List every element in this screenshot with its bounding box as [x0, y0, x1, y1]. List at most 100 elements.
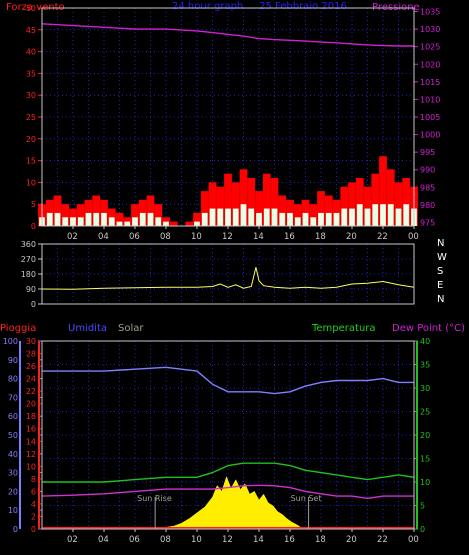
- wind-average-bar: [279, 212, 286, 226]
- wind-gust-bar: [185, 221, 194, 226]
- wind-axis-ytick-label: 30: [26, 91, 36, 100]
- wind-average-bar: [380, 204, 386, 226]
- compass-letter: N: [437, 238, 444, 249]
- panel3-xtick-label: 06: [129, 535, 140, 545]
- wind-gust-bar: [317, 191, 325, 226]
- panel3-xtick-label: 08: [160, 535, 171, 545]
- wind-gust-bar: [309, 204, 318, 226]
- wind-gust-bar: [340, 186, 349, 226]
- temperature-axis-ytick-label: 15: [420, 455, 430, 464]
- solar-label: Solar: [118, 323, 144, 334]
- wind-average-bar: [294, 217, 301, 226]
- humidity-axis-ytick-label: 90: [8, 356, 18, 365]
- wind-direction-line: [41, 267, 415, 290]
- temperature-axis-ytick-label: 0: [420, 525, 425, 534]
- graph-title: 24 hour graph ... 25 Febbraio 2016: [172, 1, 347, 12]
- temperature-axis-ytick-label: 35: [420, 361, 430, 370]
- panel1-xtick-label: 20: [346, 232, 357, 242]
- temperature-axis-ytick-label: 30: [420, 384, 430, 393]
- rain-axis-ytick-label: 12: [26, 450, 36, 459]
- pressure-line: [41, 23, 414, 47]
- pressure-axis-ytick-label: 985: [420, 183, 435, 192]
- panel3-xtick-label: 18: [315, 535, 326, 545]
- wind-gust-bar: [255, 191, 263, 226]
- wind-gust-bar: [92, 195, 101, 226]
- wind-gust-bar: [115, 212, 124, 226]
- direction-axis-ytick-label: 360: [21, 240, 36, 249]
- pressure-axis-ytick-label: 1030: [420, 25, 440, 34]
- panel1-xtick-label: 16: [284, 232, 295, 242]
- panel1-xtick-label: 08: [160, 232, 171, 242]
- rain-axis-ytick-label: 10: [26, 462, 36, 471]
- wind-average-bar: [310, 217, 317, 226]
- panel1-xtick-label: 12: [222, 232, 233, 242]
- panel3-xtick-label: 02: [67, 535, 78, 545]
- pressure-axis-ytick-label: 990: [420, 166, 435, 175]
- wind-average-bar: [256, 212, 262, 226]
- pressure-axis-ytick-label: 1010: [420, 95, 440, 104]
- wind-average-bar: [341, 208, 348, 226]
- wind-average-bar: [70, 217, 76, 226]
- wind-axis-label: Forza vento: [6, 2, 65, 13]
- rain-axis-ytick-label: 2: [31, 512, 36, 521]
- wind-average-bar: [124, 221, 131, 226]
- wind-gust-bar: [193, 212, 201, 226]
- wind-gust-bar: [76, 204, 85, 226]
- wind-average-bar: [209, 208, 216, 226]
- temperature-axis-ytick-label: 5: [420, 502, 425, 511]
- rain-axis-ytick-label: 24: [26, 375, 36, 384]
- panel1-xtick-label: 00: [408, 232, 419, 242]
- wind-gust-bar: [293, 204, 302, 226]
- wind-average-bar: [54, 212, 61, 226]
- wind-average-bar: [325, 212, 332, 226]
- wind-average-bar: [108, 217, 115, 226]
- humidity-line: [42, 366, 414, 395]
- rain-axis-ytick-label: 22: [26, 387, 36, 396]
- rain-axis-ytick-label: 18: [26, 412, 36, 421]
- panel1-xtick-label: 22: [377, 232, 388, 242]
- wind-pressure-panel: 0510152025303540455097598098599099510001…: [26, 4, 441, 242]
- wind-axis-ytick-label: 50: [26, 4, 36, 13]
- wind-axis-ytick-label: 25: [26, 113, 36, 122]
- wind-gust-bar: [278, 195, 287, 226]
- wind-average-bar: [287, 212, 293, 226]
- wind-average-bar: [403, 204, 410, 226]
- panel1-xtick-label: 06: [129, 232, 140, 242]
- rain-axis-ytick-label: 8: [31, 475, 36, 484]
- wind-average-bar: [46, 212, 53, 226]
- wind-average-bar: [372, 204, 379, 226]
- wind-gust-bar: [247, 178, 256, 226]
- humidity-axis-ytick-label: 60: [8, 412, 18, 421]
- humidity-axis-ytick-label: 80: [8, 375, 18, 384]
- wind-gust-bar: [379, 156, 387, 226]
- wind-average-bar: [364, 208, 371, 226]
- panel3-xtick-label: 12: [222, 535, 233, 545]
- wind-average-bar: [77, 217, 84, 226]
- sunset-label: Sun Set: [291, 494, 322, 503]
- sunrise-label: Sun Rise: [137, 494, 172, 503]
- wind-axis-ytick-label: 15: [26, 157, 36, 166]
- wind-gust-bar: [131, 204, 139, 226]
- rain-baseline: [42, 527, 414, 529]
- direction-axis-ytick-label: 90: [26, 285, 36, 294]
- humidity-axis-ytick-label: 100: [3, 337, 18, 346]
- wind-axis-ytick-label: 5: [31, 200, 36, 209]
- pressure-axis-ytick-label: 1015: [420, 78, 440, 87]
- temperature-axis-label: Temperatura: [311, 323, 376, 334]
- wind-gust-bar: [262, 173, 271, 226]
- wind-gust-bar: [402, 178, 411, 226]
- wind-average-bar: [62, 217, 69, 226]
- wind-gust-bar: [216, 186, 225, 226]
- wind-gust-bar: [270, 178, 279, 226]
- pressure-axis-ytick-label: 1025: [420, 43, 440, 52]
- wind-average-bar: [101, 212, 107, 226]
- panel1-xtick-label: 10: [191, 232, 202, 242]
- wind-gust-bar: [355, 178, 364, 226]
- pressure-axis-ytick-label: 1035: [420, 8, 440, 17]
- pressure-axis-ytick-label: 1000: [420, 131, 440, 140]
- wind-gust-bar: [363, 186, 372, 226]
- wind-gust-bar: [208, 182, 217, 226]
- wind-average-bar: [225, 208, 231, 226]
- direction-axis-ytick-label: 180: [21, 270, 36, 279]
- panel3-xtick-label: 10: [191, 535, 202, 545]
